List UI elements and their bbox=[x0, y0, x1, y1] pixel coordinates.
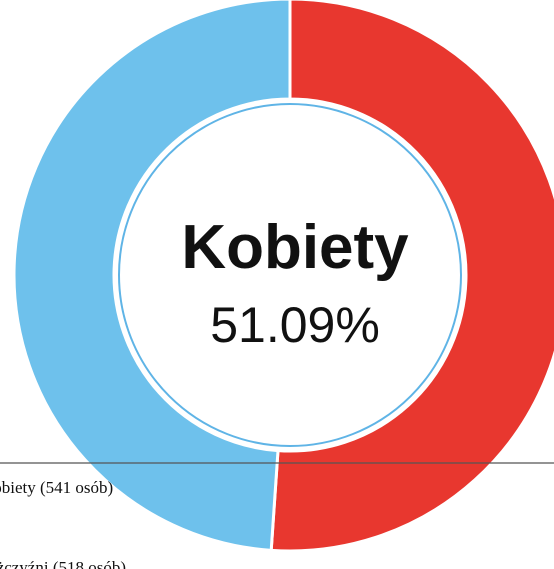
donut bbox=[12, 0, 554, 553]
donut-segment bbox=[269, 0, 554, 553]
center-value: 51.09% bbox=[210, 297, 380, 353]
inner-ring bbox=[118, 103, 462, 447]
legend-entry: Kobiety (541 osób) bbox=[0, 478, 113, 497]
donut-segment bbox=[12, 0, 292, 552]
legend-entry: Mężczyźni (518 osób) bbox=[0, 558, 126, 569]
center-title: Kobiety bbox=[181, 213, 409, 282]
